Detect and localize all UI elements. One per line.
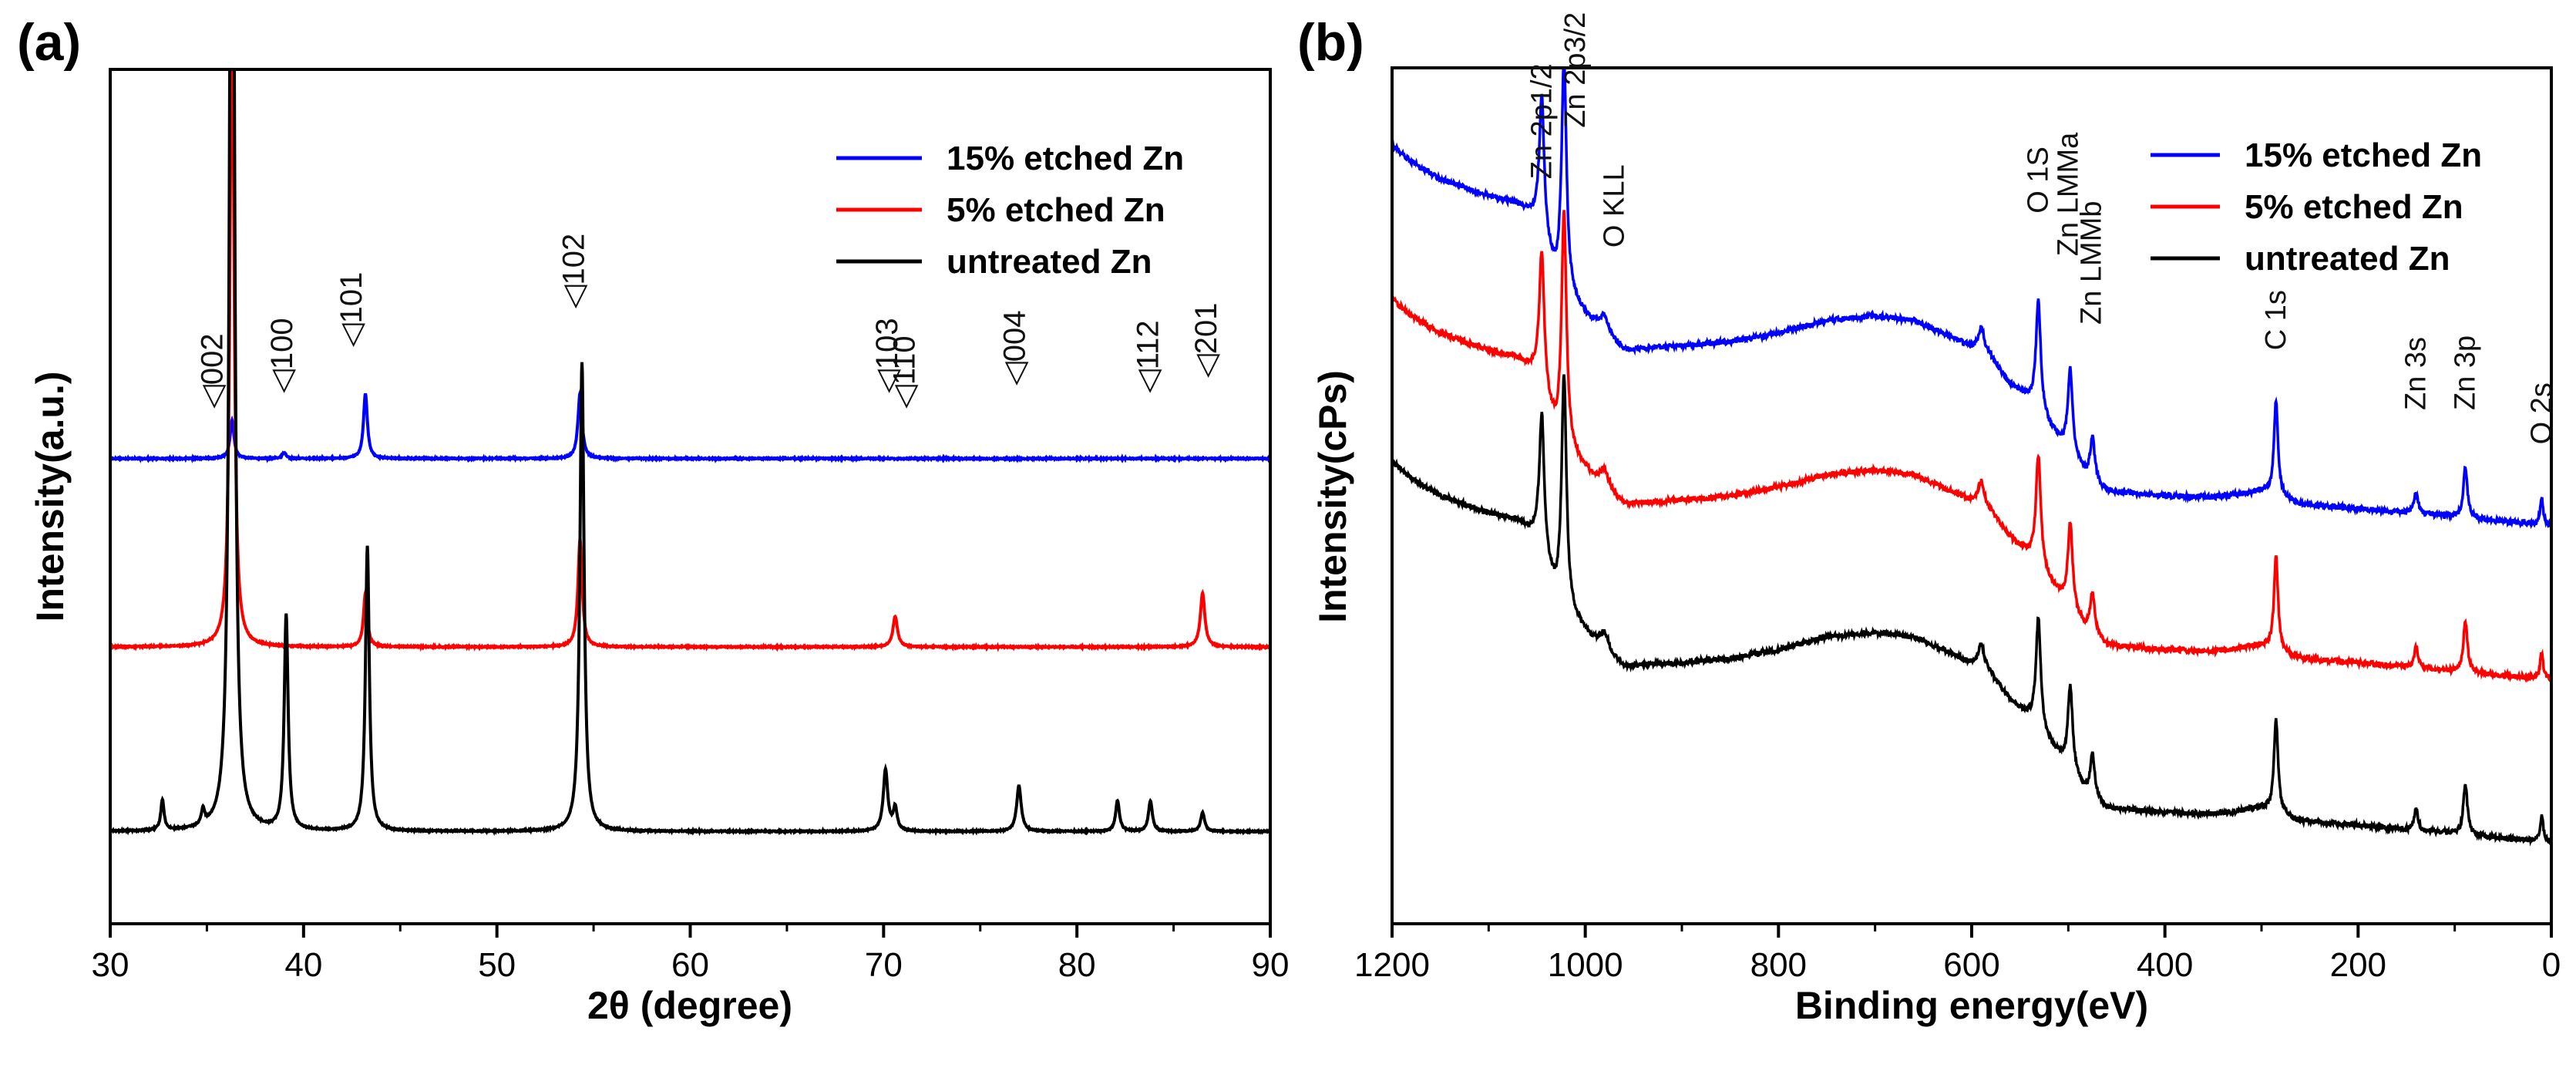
panel-a-x-tick-label: 50 [478,946,516,984]
panel-a-peak-label: ◁102 [557,234,591,309]
panel-b-legend-label: 5% etched Zn [2245,188,2463,226]
panel-a-peak-annotations: ◁002 ◁100 ◁101 ◁102 ◁103◁110 ◁004 ◁112 ◁201 [196,234,1223,409]
panel-b-peak-label: C 1s [2260,290,2292,350]
panel-b-series-15-etched-zn [1392,68,2551,530]
panel-b-x-axis-title: Binding energy(eV) [1795,984,2148,1027]
panel-b-legend: 15% etched Zn 5% etched Zn untreated Zn [2151,136,2482,278]
panel-a-peak-label: ◁100 [265,318,299,393]
panel-b-xps: (b) 1200 1000 800 600 400 200 0 Zn 2p1/2 Zn 2p3… [1297,12,2561,1027]
panel-b-peak-label: O 2s [2526,382,2558,444]
panel-a-peak-label: ◁002 [196,333,230,409]
panel-a-x-ticks: 30 40 50 60 70 80 90 [92,924,1290,984]
panel-a-peak-label: ◁112 [1132,320,1165,393]
panel-a-peak-label: ◁004 [997,311,1031,386]
panel-b-x-ticks: 1200 1000 800 600 400 200 0 [1354,924,2561,984]
panel-b-x-tick-label: 1000 [1548,946,1623,984]
panel-b-x-tick-label: 600 [1943,946,1999,984]
panel-b-peak-label: O KLL [1598,164,1630,248]
panel-a-series-5-etched-zn [110,69,1270,652]
panel-a-legend-label: 5% etched Zn [947,191,1165,229]
panel-a-legend-label: 15% etched Zn [947,140,1184,177]
panel-a-peak-label: ◁110 [888,335,922,409]
panel-b-x-tick-label: 800 [1750,946,1807,984]
panel-a-x-tick-label: 40 [284,946,322,984]
panel-b-series-5-etched-zn [1392,210,2551,683]
panel-a-peak-label: ◁101 [335,272,368,348]
panel-b-peak-label: Zn 2p3/2 [1559,12,1592,128]
panel-a-x-tick-label: 70 [865,946,903,984]
panel-b-series-untreated-zn [1392,374,2551,847]
panel-a-plot-area [109,68,1272,925]
panel-a-series-untreated-zn [110,69,1270,837]
panel-a-series-15-etched-zn [110,388,1270,464]
panel-b-legend-label: 15% etched Zn [2245,136,2482,174]
panel-a-peak-label: ◁201 [1189,303,1223,379]
panel-b-peak-label: O 1S [2023,147,2055,214]
panel-a-legend: 15% etched Zn 5% etched Zn untreated Zn [836,140,1184,281]
panel-b-x-tick-label: 400 [2137,946,2193,984]
panel-a-legend-label: untreated Zn [947,243,1152,281]
panel-b-series-group [1392,68,2551,847]
panel-a-x-tick-label: 90 [1252,946,1290,984]
panel-b-peak-label: Zn 3s [2400,337,2433,410]
panel-a-x-axis-title: 2θ (degree) [587,984,792,1027]
panel-b-x-tick-label: 1200 [1354,946,1430,984]
panel-b-peak-label: Zn LMMb [2075,201,2107,325]
panel-a-x-tick-label: 80 [1058,946,1096,984]
panel-b-x-tick-label: 0 [2542,946,2561,984]
panel-b-legend-label: untreated Zn [2245,240,2450,278]
panel-b-y-axis-title: Intensity(cPs) [1311,370,1354,623]
panel-a-y-axis-title: Intensity(a.u.) [29,371,72,621]
panel-a-x-tick-label: 30 [92,946,129,984]
panel-b-peak-label: Zn 3p [2450,335,2482,410]
panel-b-x-tick-label: 200 [2330,946,2386,984]
panel-b-label: (b) [1297,13,1364,72]
panel-a-peak-label: ◁103 [870,318,904,393]
panel-b-peak-label: Zn LMMa [2052,132,2084,256]
panel-a-x-tick-label: 60 [671,946,709,984]
panel-a-label: (a) [17,13,81,72]
panel-a-xrd: (a) 30 40 50 60 70 80 90 ◁002 ◁100◁101◁102◁103◁… [17,13,1290,1027]
panel-a-series-group [110,69,1270,837]
panel-b-peak-label: Zn 2p1/2 [1525,63,1558,179]
